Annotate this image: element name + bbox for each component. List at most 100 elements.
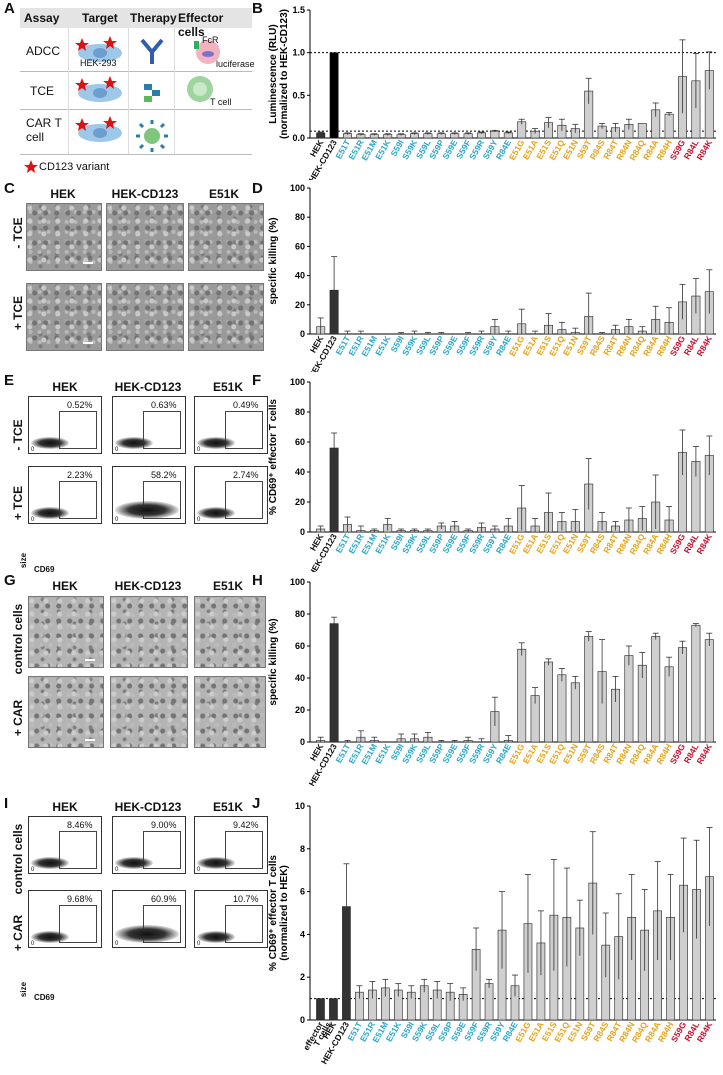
category-label: R84K xyxy=(695,531,715,556)
cell-population xyxy=(115,501,179,519)
bar xyxy=(691,624,701,743)
y-tick-label: 0 xyxy=(300,527,305,537)
axis-zero-tick: 0 xyxy=(197,447,201,453)
bar xyxy=(664,666,674,743)
y-tick-label: 80 xyxy=(295,609,305,619)
tcell-label: T cell xyxy=(210,97,232,107)
e-facs-plot: 0.63% 0 xyxy=(112,396,186,454)
chart-j-cd69-normalized: 0 2 4 6 8 10 % CD69⁺ effector T cells (normaliz… xyxy=(268,801,716,1066)
c-col-hekcd123: HEK-CD123 xyxy=(111,187,179,201)
cell-population xyxy=(197,857,235,869)
cd69-gate xyxy=(59,411,97,449)
micrograph-hek-control xyxy=(28,596,104,668)
c-row-minus-tce: - TCE xyxy=(11,217,25,249)
y-tick-label: 0 xyxy=(300,329,305,339)
fcr-label: FcR xyxy=(202,35,219,45)
cell-population xyxy=(31,437,69,449)
assay-schematic: Assay Target Therapy Effector cells ADCC… xyxy=(20,8,255,178)
luciferase-label: luciferase xyxy=(216,59,255,69)
panel-label-h: H xyxy=(252,572,263,589)
y-tick-label: 0 xyxy=(300,737,305,747)
y-tick-label: 0.5 xyxy=(292,90,305,100)
bar xyxy=(584,636,594,743)
g-col-hekcd123: HEK-CD123 xyxy=(114,579,182,593)
legend-cd123-variant: CD123 variant xyxy=(39,161,110,173)
bar xyxy=(544,661,553,743)
y-axis-title: specific killing (%) xyxy=(268,618,279,705)
gate-percentage: 9.68% xyxy=(67,894,93,904)
cd69-gate xyxy=(59,905,97,943)
e-facs-plot: 2.74% 0 xyxy=(194,466,268,524)
gate-percentage: 9.00% xyxy=(151,820,177,830)
axis-zero-tick: 0 xyxy=(31,941,35,947)
bar xyxy=(678,647,687,743)
y-tick-label: 40 xyxy=(295,673,305,683)
cd69-gate xyxy=(143,481,181,519)
cell-population xyxy=(115,437,153,449)
i-facs-plot: 8.46% 0 xyxy=(28,816,102,874)
i-facs-plot: 10.7% 0 xyxy=(194,890,268,948)
hek-cell-icon xyxy=(78,124,122,142)
axis-zero-tick: 0 xyxy=(115,517,119,523)
gate-percentage: 9.42% xyxy=(233,820,259,830)
bar xyxy=(316,998,325,1021)
e-facs-plot: 0.52% 0 xyxy=(28,396,102,454)
y-tick-label: 80 xyxy=(295,407,305,417)
row-car: CAR T cell xyxy=(26,116,62,144)
y-tick-label: 20 xyxy=(295,300,305,310)
axis-zero-tick: 0 xyxy=(115,941,119,947)
cd69-gate xyxy=(143,905,181,943)
col-sep xyxy=(174,28,175,154)
e-row-minus-tce: - TCE xyxy=(11,419,25,451)
e-col-hek: HEK xyxy=(52,380,78,394)
y-tick-label: 100 xyxy=(290,183,305,193)
cell-population xyxy=(115,925,179,943)
col-sep xyxy=(68,28,69,154)
y-tick-label: 60 xyxy=(295,641,305,651)
cd123-star-icon xyxy=(75,118,89,131)
col-sep xyxy=(128,28,129,154)
y-tick-label: 0.0 xyxy=(292,133,305,143)
category-label: R84K xyxy=(695,137,715,162)
header-assay: Assay xyxy=(24,11,60,25)
cell-population xyxy=(197,507,235,519)
y-axis-title: % CD69⁺ effector T cells xyxy=(268,855,279,971)
cd123-star-icon xyxy=(75,36,117,51)
bar xyxy=(517,648,527,743)
y-axis-title: % CD69⁺ effector T cells xyxy=(268,399,279,515)
bar xyxy=(651,636,661,743)
micrograph-hek-car xyxy=(28,676,104,748)
e-y-axis-size: size xyxy=(19,552,29,569)
axis-zero-tick: 0 xyxy=(115,867,119,873)
e-facs-plot: 2.23% 0 xyxy=(28,466,102,524)
i-x-axis-cd69: CD69 xyxy=(34,993,55,1002)
y-tick-label: 40 xyxy=(295,271,305,281)
y-tick-label: 80 xyxy=(295,212,305,222)
y-tick-label: 0 xyxy=(300,1015,305,1025)
header-target: Target xyxy=(82,11,118,25)
micrograph-e51k-control xyxy=(194,596,266,668)
cd123-star-icon xyxy=(103,76,117,89)
y-tick-label: 100 xyxy=(290,377,305,387)
y-tick-label: 10 xyxy=(295,801,305,811)
bar xyxy=(329,52,339,139)
gate-percentage: 2.23% xyxy=(67,470,93,480)
cd69-gate xyxy=(225,831,263,869)
gate-percentage: 0.49% xyxy=(233,400,259,410)
g-col-hek: HEK xyxy=(52,579,78,593)
cd69-gate xyxy=(143,411,181,449)
axis-zero-tick: 0 xyxy=(31,517,35,523)
i-col-hek: HEK xyxy=(52,800,78,814)
cd69-gate xyxy=(225,905,263,943)
cd69-gate xyxy=(225,481,263,519)
row-adcc: ADCC xyxy=(26,44,61,58)
i-row-plus-car: + CAR xyxy=(11,914,25,952)
cd69-gate xyxy=(143,831,181,869)
micrograph-e51k-plus-tce xyxy=(188,283,264,351)
y-axis-title: (normalized to HEK-CD123) xyxy=(279,9,290,139)
panel-label-j: J xyxy=(252,795,261,812)
y-tick-label: 1.5 xyxy=(292,5,305,15)
c-col-e51k: E51K xyxy=(208,187,240,201)
